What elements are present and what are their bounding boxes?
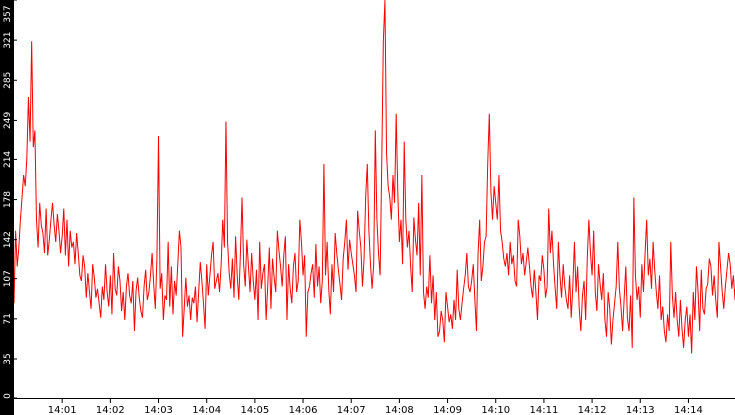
x-tick-label: 14:12	[578, 405, 607, 415]
y-tick-label: 107	[3, 270, 13, 287]
x-tick-label: 14:08	[385, 405, 414, 415]
x-tick-label: 14:03	[144, 405, 173, 415]
x-tick-label: 14:02	[96, 405, 125, 415]
x-tick-label: 14:07	[337, 405, 366, 415]
x-tick-label: 14:06	[289, 405, 318, 415]
y-tick-label: 214	[3, 151, 13, 168]
x-tick-label: 14:04	[192, 405, 221, 415]
y-axis-bar	[0, 0, 14, 415]
series-layer	[13, 0, 735, 354]
y-tick-label: 35	[3, 353, 13, 364]
y-tick-label: 142	[3, 231, 13, 248]
y-tick-label: 249	[3, 112, 13, 129]
x-tick-label: 14:14	[674, 405, 703, 415]
series-line	[13, 0, 735, 354]
y-tick-label: 71	[3, 313, 13, 324]
x-tick-label: 14:11	[529, 405, 558, 415]
y-tick-label: 178	[3, 191, 13, 208]
x-tick-label: 14:10	[481, 405, 510, 415]
y-tick-label: 321	[3, 32, 13, 49]
y-tick-label: 357	[3, 5, 13, 22]
x-tick-label: 14:01	[48, 405, 77, 415]
x-tick-label: 14:05	[240, 405, 269, 415]
y-tick-label: 285	[3, 72, 13, 89]
x-tick-label: 14:13	[626, 405, 655, 415]
y-tick-label: 0	[3, 393, 13, 399]
x-tick-label: 14:09	[433, 405, 462, 415]
